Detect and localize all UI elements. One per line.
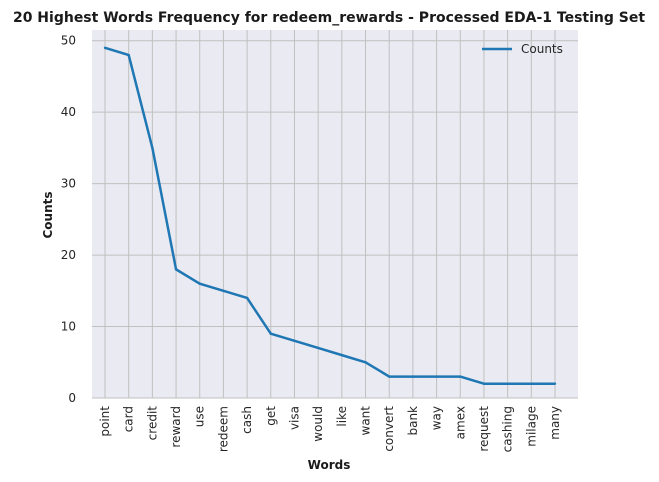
data-point bbox=[459, 375, 462, 378]
x-tick-label: many bbox=[548, 406, 562, 440]
data-point bbox=[506, 382, 509, 385]
x-tick-label: use bbox=[193, 406, 207, 427]
x-tick-label: way bbox=[430, 406, 444, 430]
y-tick-label: 40 bbox=[61, 105, 76, 119]
y-axis-ticks: 0 10 20 30 40 50 bbox=[61, 34, 76, 405]
y-tick-label: 50 bbox=[61, 34, 76, 48]
data-point bbox=[435, 375, 438, 378]
x-tick-label: visa bbox=[287, 406, 301, 430]
data-point bbox=[553, 382, 557, 385]
data-point bbox=[245, 296, 249, 300]
y-tick-label: 30 bbox=[61, 177, 76, 191]
x-tick-label: reward bbox=[169, 406, 183, 448]
y-axis-label: Counts bbox=[41, 191, 55, 238]
x-tick-label: convert bbox=[382, 406, 396, 452]
y-tick-label: 10 bbox=[61, 320, 76, 334]
data-point bbox=[151, 146, 154, 150]
counts-series-line bbox=[104, 46, 555, 385]
data-point bbox=[103, 46, 107, 50]
x-tick-label: credit bbox=[145, 406, 159, 441]
x-tick-label: like bbox=[335, 406, 349, 427]
data-point bbox=[222, 289, 225, 293]
chart-title: 20 Highest Words Frequency for redeem_re… bbox=[13, 10, 645, 26]
x-tick-label: request bbox=[477, 406, 491, 452]
data-point bbox=[316, 346, 320, 350]
x-tick-label: would bbox=[311, 406, 325, 442]
x-tick-label: point bbox=[98, 406, 112, 437]
data-point bbox=[388, 375, 391, 378]
data-point bbox=[293, 339, 296, 343]
data-point bbox=[340, 353, 344, 357]
data-point bbox=[198, 282, 201, 285]
x-tick-label: redeem bbox=[216, 406, 230, 452]
legend-label: Counts bbox=[521, 42, 563, 56]
y-tick-label: 0 bbox=[68, 391, 76, 405]
data-point bbox=[364, 361, 367, 364]
data-point bbox=[411, 375, 415, 378]
data-point bbox=[269, 332, 272, 335]
x-axis-ticks: point card credit reward use redeem cash get vis… bbox=[98, 406, 562, 453]
x-tick-label: card bbox=[122, 406, 136, 432]
data-point bbox=[482, 382, 486, 385]
legend: Counts bbox=[482, 42, 563, 56]
x-tick-label: cash bbox=[240, 406, 254, 434]
x-tick-label: bank bbox=[406, 406, 420, 436]
x-tick-label: get bbox=[264, 406, 278, 426]
x-axis-label: Words bbox=[308, 458, 351, 472]
data-point bbox=[127, 53, 130, 57]
x-tick-label: want bbox=[359, 406, 373, 436]
x-tick-label: cashing bbox=[501, 406, 515, 452]
data-point bbox=[530, 382, 533, 385]
plot-area bbox=[92, 30, 578, 398]
y-tick-label: 20 bbox=[61, 248, 76, 262]
data-point bbox=[174, 268, 178, 271]
x-tick-label: amex bbox=[453, 406, 467, 439]
data-points bbox=[103, 46, 557, 385]
x-tick-label: milage bbox=[524, 406, 538, 447]
